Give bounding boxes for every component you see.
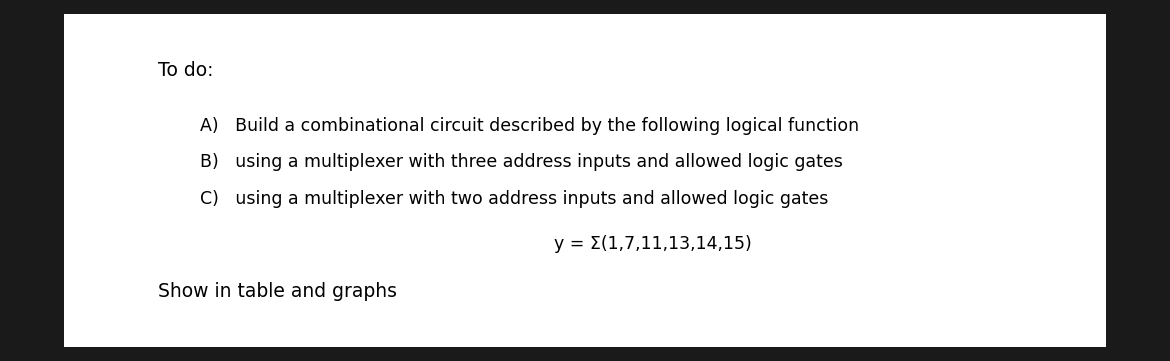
Text: Show in table and graphs: Show in table and graphs: [158, 282, 397, 301]
Text: To do:: To do:: [158, 61, 214, 81]
Text: C)   using a multiplexer with two address inputs and allowed logic gates: C) using a multiplexer with two address …: [200, 190, 828, 208]
Text: A)   Build a combinational circuit described by the following logical function: A) Build a combinational circuit describ…: [200, 117, 859, 135]
Text: B)   using a multiplexer with three address inputs and allowed logic gates: B) using a multiplexer with three addres…: [200, 153, 842, 171]
Text: y = Σ(1,7,11,13,14,15): y = Σ(1,7,11,13,14,15): [553, 235, 751, 253]
